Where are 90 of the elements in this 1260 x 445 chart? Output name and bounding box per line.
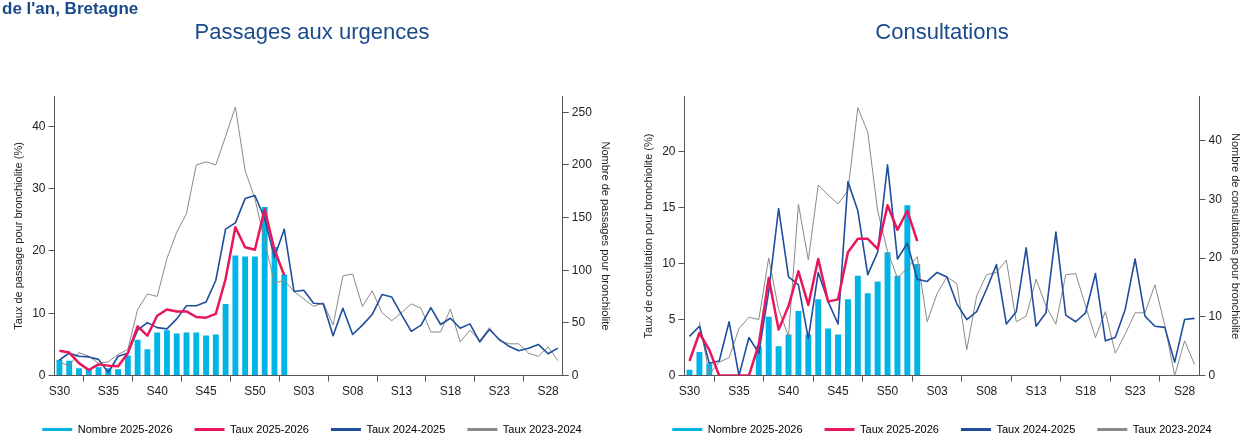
bar bbox=[222, 303, 229, 376]
y-axis-title: Taux de consultation pour bronchiolite (%) bbox=[641, 133, 654, 339]
bar bbox=[825, 328, 832, 376]
x-tick-label: S28 bbox=[1173, 384, 1196, 399]
bar bbox=[844, 299, 851, 376]
y-tick-label: 15 bbox=[662, 199, 676, 214]
x-tick-label: S35 bbox=[728, 384, 751, 399]
y2-tick-label: 250 bbox=[571, 104, 593, 119]
bar bbox=[805, 334, 812, 376]
bar bbox=[232, 255, 239, 376]
bar bbox=[203, 335, 209, 376]
bar bbox=[134, 339, 141, 376]
legend-label: Nombre 2025-2026 bbox=[707, 422, 803, 435]
x-tick-label: S08 bbox=[341, 384, 364, 399]
x-tick-label: S23 bbox=[1124, 384, 1147, 399]
legend-label: Taux 2025-2026 bbox=[230, 422, 309, 435]
legend-label: Taux 2023-2024 bbox=[1132, 422, 1212, 435]
x-tick-label: S03 bbox=[293, 384, 315, 399]
legend-label: Taux 2024-2025 bbox=[366, 422, 446, 435]
y-axis-title: Taux de passage pour bronchiolite (%) bbox=[11, 142, 24, 330]
legend-label: Taux 2025-2026 bbox=[860, 422, 939, 435]
legend-label: Taux 2024-2025 bbox=[996, 422, 1076, 435]
y-tick-label: 20 bbox=[32, 243, 46, 258]
bar bbox=[164, 330, 170, 376]
legend-label: Nombre 2025-2026 bbox=[77, 422, 173, 435]
bar bbox=[212, 334, 219, 376]
bar bbox=[864, 293, 871, 376]
y-tick-label: 10 bbox=[32, 305, 46, 320]
y2-tick-label: 200 bbox=[571, 157, 593, 172]
x-tick-label: S30 bbox=[678, 384, 701, 399]
x-tick-label: S45 bbox=[827, 384, 850, 399]
x-tick-label: S03 bbox=[926, 384, 949, 399]
bar bbox=[144, 349, 151, 376]
y2-tick-label: 50 bbox=[571, 315, 586, 330]
bar bbox=[854, 275, 861, 376]
y-tick-label: 30 bbox=[32, 180, 46, 195]
y-tick-label: 5 bbox=[668, 311, 676, 326]
x-tick-label: S28 bbox=[537, 384, 560, 399]
chart-title: Passages aux urgences bbox=[194, 19, 430, 45]
bar bbox=[154, 332, 161, 376]
x-tick-label: S40 bbox=[777, 384, 800, 399]
x-tick-label: S50 bbox=[876, 384, 899, 399]
bar bbox=[281, 274, 288, 376]
y2-tick-label: 100 bbox=[571, 262, 593, 277]
bar bbox=[894, 275, 901, 376]
y-tick-label: 20 bbox=[662, 143, 676, 158]
bar bbox=[815, 299, 822, 376]
y2-axis-title: Nombre de consultations pour bronchiolite bbox=[1230, 132, 1243, 340]
bar bbox=[173, 333, 180, 376]
x-tick-label: S08 bbox=[975, 384, 998, 399]
y2-tick-label: 30 bbox=[1208, 191, 1223, 206]
x-tick-label: S18 bbox=[439, 384, 462, 399]
y-tick-label: 10 bbox=[662, 255, 676, 270]
y2-tick-label: 40 bbox=[1208, 132, 1223, 147]
bar bbox=[242, 256, 249, 376]
bar bbox=[251, 256, 258, 376]
bar bbox=[696, 352, 703, 376]
y2-axis-title: Nombre de passages pour bronchiolite bbox=[600, 141, 613, 331]
bar bbox=[904, 205, 911, 376]
y2-tick-label: 150 bbox=[571, 209, 593, 224]
text: de l'an, Bretagne bbox=[2, 0, 139, 18]
y2-tick-label: 0 bbox=[1208, 367, 1216, 382]
bar bbox=[124, 355, 131, 376]
x-tick-label: S40 bbox=[146, 384, 169, 399]
x-tick-label: S50 bbox=[244, 384, 266, 399]
bar bbox=[193, 332, 200, 376]
bar bbox=[115, 369, 122, 376]
y2-tick-label: 10 bbox=[1208, 309, 1223, 324]
bar bbox=[874, 281, 881, 376]
bar bbox=[76, 368, 82, 376]
y2-tick-label: 0 bbox=[571, 367, 579, 382]
x-tick-label: S23 bbox=[488, 384, 511, 399]
x-tick-label: S45 bbox=[195, 384, 218, 399]
bar bbox=[914, 263, 921, 376]
chart-title: Consultations bbox=[875, 19, 1009, 45]
bar bbox=[884, 252, 891, 376]
x-tick-label: S13 bbox=[1025, 384, 1048, 399]
bar bbox=[835, 334, 841, 376]
y-tick-label: 0 bbox=[668, 367, 676, 382]
bar bbox=[775, 346, 782, 376]
x-tick-label: S30 bbox=[48, 384, 71, 399]
x-tick-label: S35 bbox=[97, 384, 120, 399]
y-tick-label: 0 bbox=[38, 367, 46, 382]
bar bbox=[795, 310, 802, 376]
x-tick-label: S13 bbox=[390, 384, 413, 399]
x-tick-label: S18 bbox=[1074, 384, 1097, 399]
y-tick-label: 40 bbox=[32, 118, 46, 133]
y2-tick-label: 20 bbox=[1208, 250, 1223, 265]
bar bbox=[765, 316, 772, 376]
legend-label: Taux 2023-2024 bbox=[502, 422, 582, 435]
